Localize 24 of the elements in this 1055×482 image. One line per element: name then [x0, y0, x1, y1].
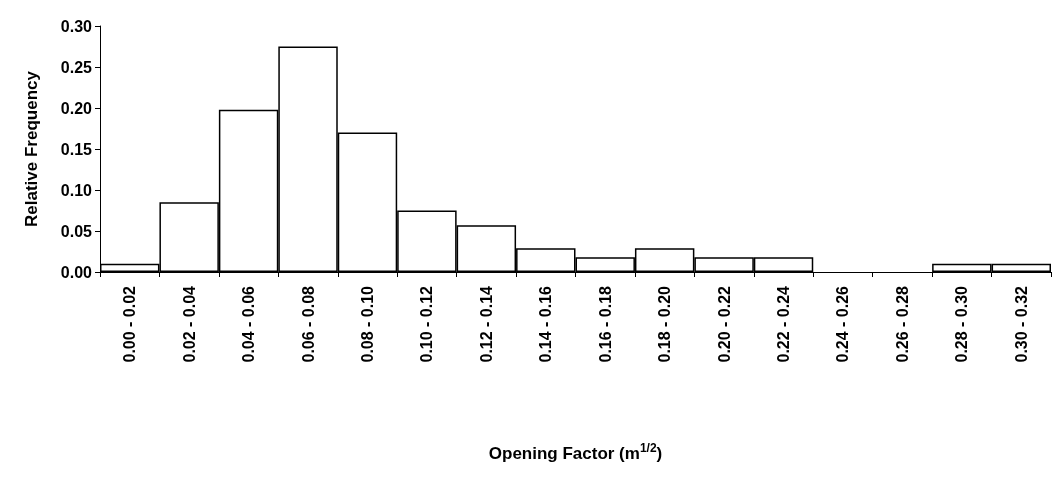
- x-tick-label: 0.04 - 0.06: [240, 285, 258, 363]
- x-tick-label: 0.12 - 0.14: [477, 285, 495, 363]
- x-tick-label: 0.22 - 0.24: [775, 285, 793, 363]
- x-tick-label: 0.02 - 0.04: [180, 285, 198, 363]
- x-tick-label: 0.08 - 0.10: [358, 285, 376, 363]
- y-tick-label: 0.00: [60, 263, 93, 281]
- x-tick-label: 0.06 - 0.08: [299, 285, 317, 363]
- x-tick-label: 0.30 - 0.32: [1012, 285, 1030, 363]
- y-tick-label: 0.30: [60, 17, 93, 35]
- y-tick-label: 0.20: [60, 99, 93, 117]
- x-tick-label: 0.14 - 0.16: [537, 285, 555, 363]
- y-tick-label: 0.25: [60, 58, 93, 76]
- x-tick-label: 0.20 - 0.22: [715, 285, 733, 363]
- y-tick-label: 0.15: [60, 140, 93, 158]
- x-tick-label: 0.10 - 0.12: [418, 285, 436, 363]
- x-tick-label: 0.16 - 0.18: [596, 285, 614, 363]
- x-tick-label: 0.28 - 0.30: [953, 285, 971, 363]
- x-tick-label: 0.24 - 0.26: [834, 285, 852, 363]
- x-tick-label: 0.00 - 0.02: [121, 285, 139, 363]
- y-tick-label: 0.10: [60, 181, 93, 199]
- x-tick-label: 0.18 - 0.20: [656, 285, 674, 363]
- y-tick-label: 0.05: [60, 222, 93, 240]
- y-axis-title: Relative Frequency: [22, 70, 41, 227]
- x-tick-label: 0.26 - 0.28: [893, 285, 911, 363]
